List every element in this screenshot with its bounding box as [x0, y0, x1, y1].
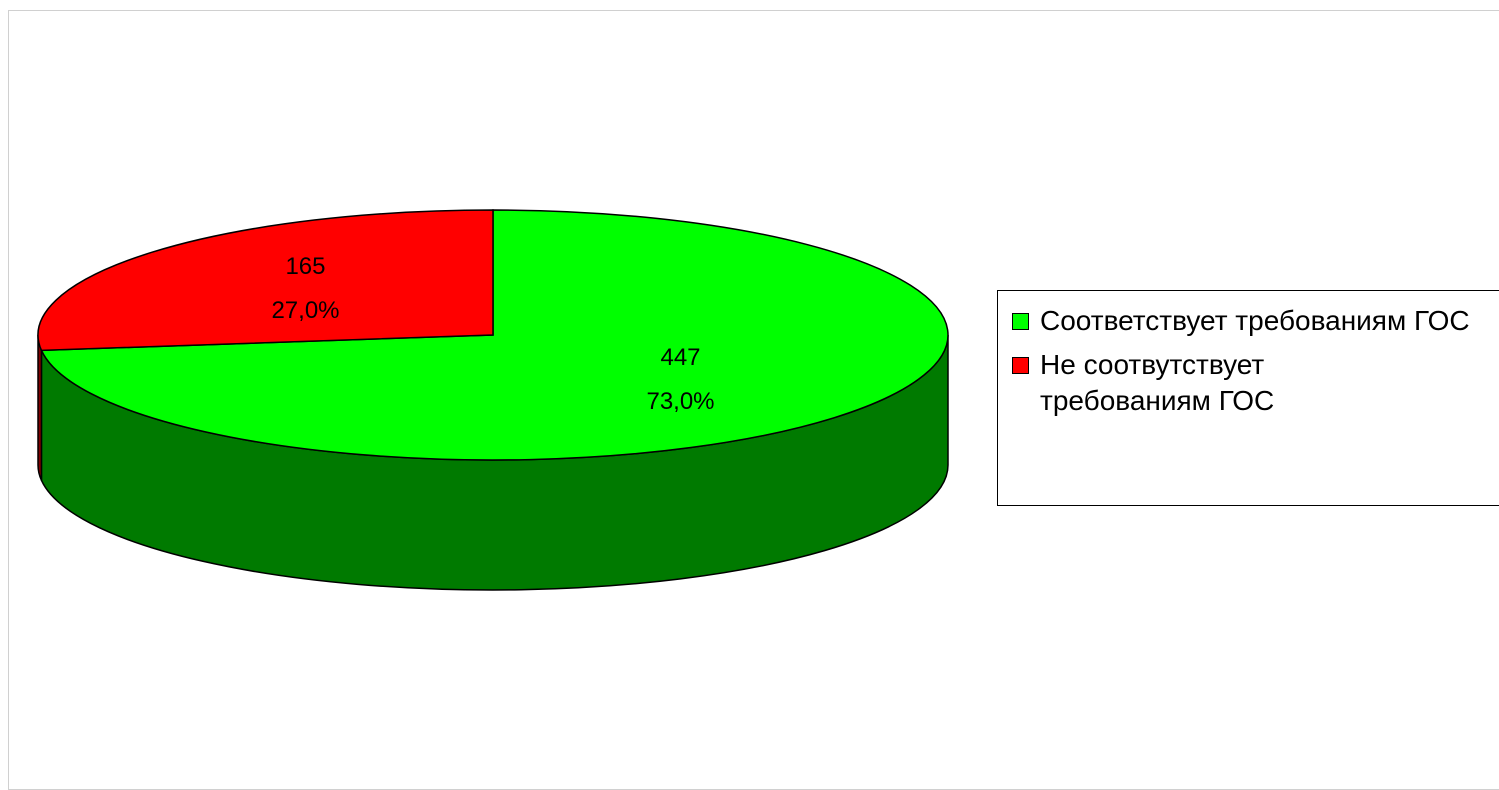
- legend-label: Соответствует требованиям ГОС: [1040, 305, 1470, 336]
- legend-item: Не соотвутствует требованиям ГОС: [1012, 347, 1350, 419]
- slice-side: [37, 334, 43, 481]
- slice: [37, 209, 494, 352]
- legend-swatch: [1012, 357, 1029, 374]
- legend: Соответствует требованиям ГОС Не соотвутс…: [997, 290, 1499, 506]
- legend-label: Не соотвутствует требованиям ГОС: [1040, 349, 1275, 416]
- value-label: 447: [660, 344, 700, 371]
- value-label: 165: [285, 253, 325, 280]
- percent-label: 73,0%: [646, 388, 714, 415]
- legend-swatch: [1012, 313, 1029, 330]
- slice: [40, 209, 949, 461]
- legend-item: Соответствует требованиям ГОС: [1012, 303, 1499, 339]
- percent-label: 27,0%: [271, 297, 339, 324]
